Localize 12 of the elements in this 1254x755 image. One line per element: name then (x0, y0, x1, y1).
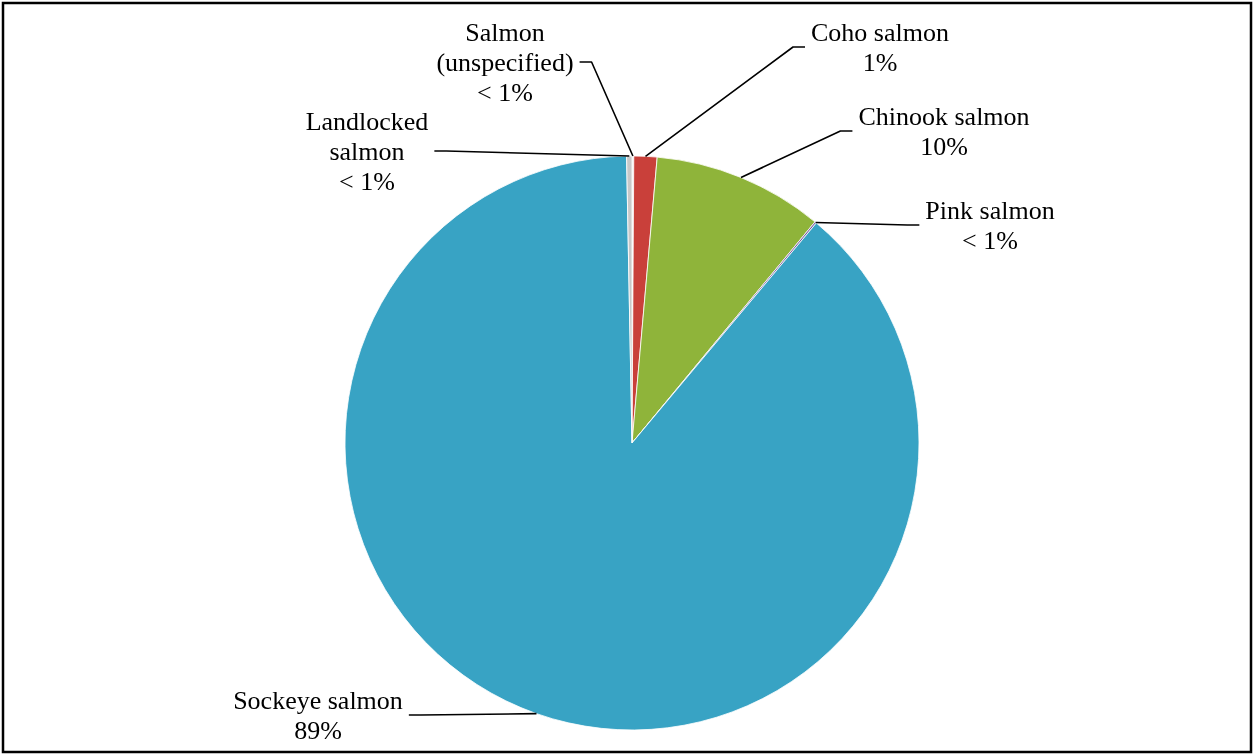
slice-label: Chinook salmon (858, 101, 1030, 131)
slice-label: Sockeye salmon (233, 685, 403, 715)
data-label: < 1% (339, 166, 395, 196)
slice-label: Pink salmon (925, 195, 1055, 225)
data-label: < 1% (962, 225, 1018, 255)
slice-label: Coho salmon (811, 17, 949, 47)
data-label: < 1% (477, 77, 533, 107)
slice-label: Salmon (unspecified) (436, 17, 574, 77)
slice-label: Landlocked salmon (305, 106, 429, 166)
data-label: 89% (294, 715, 342, 745)
data-label: 10% (920, 131, 968, 161)
data-label: 1% (862, 47, 898, 77)
